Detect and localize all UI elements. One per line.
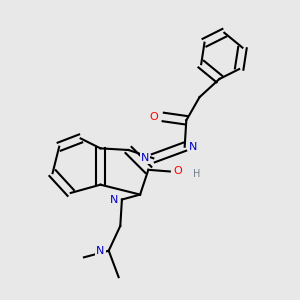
- Text: H: H: [193, 169, 200, 179]
- Text: N: N: [189, 142, 197, 152]
- Text: N: N: [110, 194, 118, 205]
- Text: N: N: [96, 246, 105, 256]
- Text: N: N: [141, 153, 149, 163]
- Text: O: O: [174, 167, 182, 176]
- Text: O: O: [149, 112, 158, 122]
